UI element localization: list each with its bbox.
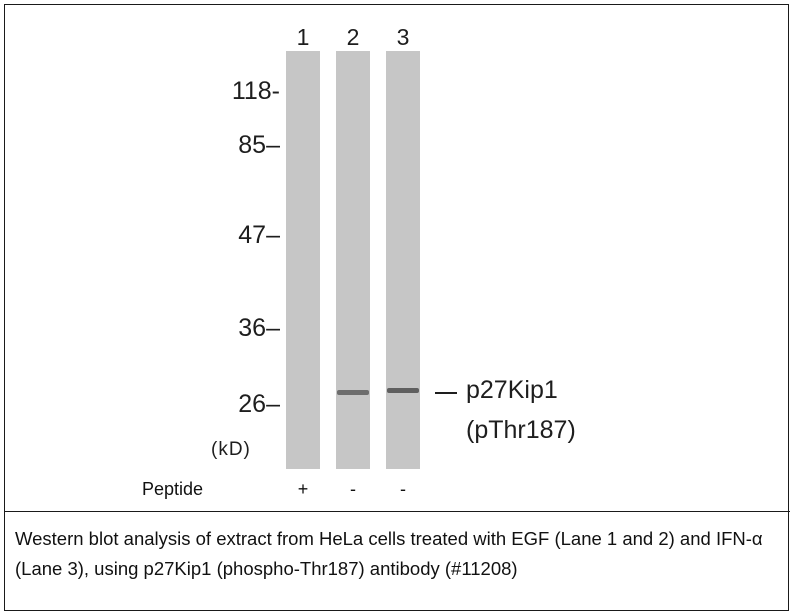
western-blot-panel: 1 2 3 118- 85– 47– 36– 26– (kD) p27Kip1 …: [5, 5, 790, 510]
peptide-sign: -: [350, 479, 356, 499]
protein-band: [337, 390, 369, 395]
unit-label: (kD): [211, 439, 251, 460]
mw-marker: 26–: [238, 390, 280, 418]
mw-marker: 47–: [238, 221, 280, 249]
figure-frame: 1 2 3 118- 85– 47– 36– 26– (kD) p27Kip1 …: [4, 4, 790, 612]
band-label-modification: (pThr187): [466, 416, 576, 444]
blot-lane-3: [386, 51, 420, 469]
peptide-label: Peptide: [142, 479, 204, 499]
figure-caption: Western blot analysis of extract from He…: [5, 511, 790, 612]
lane-number: 2: [346, 24, 360, 50]
peptide-sign: -: [400, 479, 406, 499]
band-label: p27Kip1: [466, 376, 558, 404]
mw-marker: 36–: [238, 314, 280, 342]
protein-band: [387, 388, 419, 393]
blot-lane-2: [336, 51, 370, 469]
mw-marker: 118-: [231, 77, 280, 105]
band-pointer: [435, 392, 457, 394]
lane-number: 3: [396, 24, 410, 50]
blot-lane-1: [286, 51, 320, 469]
lane-number: 1: [296, 24, 310, 50]
mw-marker: 85–: [238, 131, 280, 159]
peptide-sign: +: [297, 479, 309, 499]
